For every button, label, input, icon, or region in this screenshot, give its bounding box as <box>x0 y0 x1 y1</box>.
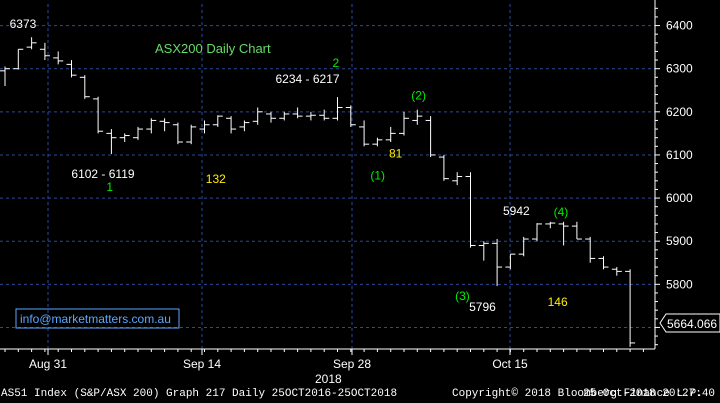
annotation-label: 2 <box>333 56 340 70</box>
ohlc-bar <box>0 66 10 86</box>
annotation-label: 5796 <box>469 300 496 314</box>
ohlc-bar <box>199 120 210 134</box>
ohlc-bar <box>438 154 449 181</box>
ohlc-bar <box>518 236 529 257</box>
ohlc-bar <box>425 116 436 158</box>
ohlc-bar <box>359 120 370 147</box>
ohlc-bar <box>186 124 197 145</box>
x-tick-label: Sep 14 <box>183 357 221 371</box>
ohlc-bars <box>0 37 636 347</box>
ohlc-bar <box>585 236 596 263</box>
ohlc-bar <box>279 111 290 121</box>
ohlc-bar <box>172 122 183 145</box>
ohlc-bar <box>39 42 50 61</box>
ohlc-bar <box>226 116 237 134</box>
watermark-box: info@marketmatters.com.au <box>15 308 180 329</box>
ohlc-bar <box>252 107 263 125</box>
annotation-label: 5942 <box>503 204 530 218</box>
ohlc-bar <box>465 172 476 248</box>
ohlc-bar <box>399 111 409 136</box>
ohlc-bar <box>611 267 622 276</box>
x-year-label: 2018 <box>315 372 342 386</box>
ohlc-bar <box>532 223 542 242</box>
ohlc-bar <box>558 221 569 246</box>
x-tick-label: Sep 28 <box>333 357 371 371</box>
ohlc-bar <box>93 96 104 134</box>
footer-left: AS51 Index (S&P/ASX 200) Graph 217 Daily… <box>1 388 398 400</box>
ohlc-bar <box>319 109 330 121</box>
ohlc-bar <box>66 60 77 78</box>
annotation-label: 6234 - 6217 <box>276 72 340 86</box>
bloomberg-footer: AS51 Index (S&P/ASX 200) Graph 217 Daily… <box>0 386 720 403</box>
ohlc-bar <box>239 120 250 132</box>
x-tick-label: Oct 15 <box>492 357 528 371</box>
ohlc-bar <box>119 133 130 142</box>
ohlc-bar <box>478 241 489 261</box>
y-tick-label: 6400 <box>666 19 693 33</box>
ohlc-bar <box>212 115 223 127</box>
ohlc-bar <box>545 221 556 229</box>
ohlc-bar <box>133 126 143 140</box>
annotation-label: (1) <box>370 168 385 182</box>
annotation-label: 81 <box>389 147 403 161</box>
annotation-label: (3) <box>455 289 470 303</box>
y-tick-label: 6300 <box>666 62 693 76</box>
ohlc-bar <box>598 256 609 270</box>
ohlc-bar <box>13 48 24 70</box>
annotation-label: (4) <box>554 205 569 219</box>
last-value-tag: 5664.066 <box>659 313 720 333</box>
footer-center: Copyright© 2018 Bloomberg Finance L.P. <box>452 388 703 400</box>
ohlc-bar <box>79 75 90 99</box>
ohlc-bar <box>412 109 423 125</box>
y-tick-label: 5900 <box>666 234 693 248</box>
y-tick-label: 6000 <box>666 191 693 205</box>
ohlc-bar <box>106 129 117 155</box>
ohlc-bar <box>372 137 383 147</box>
y-tick-label: 6100 <box>666 148 693 162</box>
chart-title: ASX200 Daily Chart <box>155 41 271 56</box>
gridlines <box>0 4 655 349</box>
ohlc-bar <box>505 253 516 270</box>
ohlc-bar <box>571 221 582 240</box>
ohlc-bar <box>492 239 503 287</box>
annotation-label: 146 <box>548 295 568 309</box>
ohlc-bar <box>385 126 396 142</box>
ohlc-bar <box>26 37 37 50</box>
x-tick-label: Aug 31 <box>29 357 67 371</box>
annotation-label: (2) <box>411 89 426 103</box>
ohlc-bar <box>625 269 636 347</box>
price-chart: 57005800590060006100620063006400Aug 31Se… <box>0 0 720 386</box>
annotation-label: 1 <box>106 180 113 194</box>
ohlc-bar <box>159 118 170 132</box>
ohlc-bar <box>146 118 157 134</box>
y-tick-label: 6200 <box>666 105 693 119</box>
ohlc-bar <box>292 107 303 119</box>
footer-right: 25-Oct-2018 20:27:40 <box>583 388 716 400</box>
ohlc-bar <box>332 97 343 121</box>
ohlc-bar <box>266 111 276 123</box>
watermark-text: info@marketmatters.com.au <box>20 312 171 326</box>
y-tick-label: 5800 <box>666 277 693 291</box>
annotation-label: 6102 - 6119 <box>71 167 134 181</box>
annotation-label: 132 <box>206 172 226 186</box>
ohlc-bar <box>345 105 356 127</box>
annotation-label: 6373 <box>10 17 37 31</box>
ohlc-bar <box>53 51 64 65</box>
ohlc-bar <box>452 172 463 186</box>
last-value-label: 5664.066 <box>667 317 717 331</box>
ohlc-bar <box>305 111 316 121</box>
